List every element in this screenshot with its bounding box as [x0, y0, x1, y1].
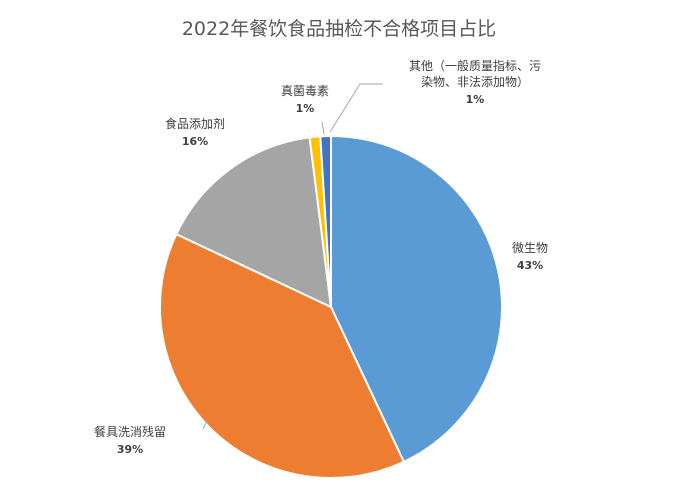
leader-line-4	[321, 121, 325, 135]
slice-label-pct-1: 43%	[517, 259, 543, 272]
slice-label-name-5-line-1: 其他（一般质量指标、污	[409, 58, 541, 73]
chart-title: 2022年餐饮食品抽检不合格项目占比	[182, 18, 496, 40]
pie-slice-1	[330, 134, 504, 464]
slice-label-pct-5: 1%	[466, 93, 485, 106]
pie-slices	[158, 134, 504, 480]
leader-line-5	[329, 83, 383, 133]
slice-labels: 微生物 43% 餐具洗消残留 39% 食品添加剂 16% 真菌毒素 1% 其他（一般质量指标、污…	[94, 58, 548, 456]
slice-label-pct-3: 16%	[182, 135, 208, 148]
pie-slice-5	[319, 134, 332, 308]
slice-label-name-5-line-2: 染物、非法添加物）	[421, 74, 529, 89]
slice-label-name-3-line-1: 食品添加剂	[165, 116, 225, 131]
leader-line-2	[202, 420, 208, 430]
slice-label-pct-2: 39%	[117, 443, 143, 456]
slice-label-name-1-line-1: 微生物	[512, 241, 548, 255]
pie-slice-3	[174, 136, 333, 309]
slice-label-name-2-line-1: 餐具洗消残留	[94, 424, 166, 439]
pie-slice-2	[158, 232, 406, 480]
leader-lines	[202, 83, 383, 430]
slice-label-pct-4: 1%	[296, 102, 315, 115]
slice-label-name-4-line-1: 真菌毒素	[281, 84, 329, 98]
